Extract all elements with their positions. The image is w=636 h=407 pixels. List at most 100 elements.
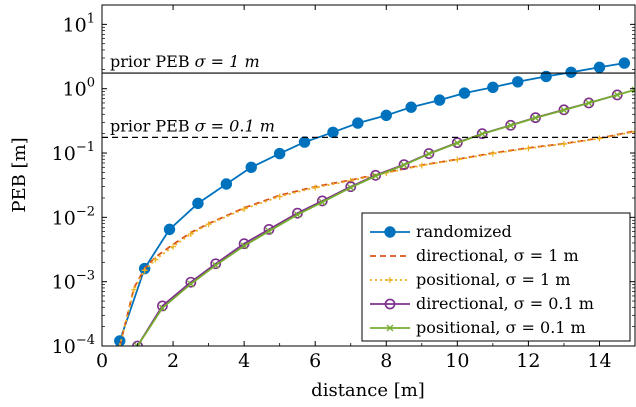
data-point (613, 91, 621, 99)
legend-box (361, 212, 631, 342)
legend-label: directional, σ = 1 m (416, 246, 579, 265)
data-point (152, 256, 159, 263)
data-point (298, 136, 311, 148)
data-point (596, 135, 603, 142)
series-0 (114, 57, 631, 346)
data-point (593, 61, 606, 74)
data-point (345, 181, 357, 193)
data-point (400, 161, 408, 169)
data-point (318, 198, 326, 206)
data-point (370, 169, 382, 181)
series-layer (114, 57, 635, 346)
data-point (433, 94, 446, 106)
data-point (187, 231, 194, 238)
data-point (611, 89, 623, 101)
series-4 (134, 86, 635, 346)
data-point (141, 267, 148, 274)
data-point (558, 104, 570, 116)
data-point (478, 130, 486, 138)
series-2 (116, 128, 635, 346)
prior-peb-annotation: prior PEB σ = 0.1 m (110, 116, 275, 135)
y-axis-title: PEB [m] (9, 137, 30, 212)
data-point (451, 137, 463, 149)
legend-item: positional, σ = 0.1 m (370, 318, 586, 337)
y-tick-label: 10−2 (52, 204, 95, 229)
data-point (453, 139, 461, 147)
data-point (312, 184, 319, 191)
data-point (565, 66, 577, 78)
data-point (293, 211, 301, 219)
data-point (241, 205, 248, 212)
y-tick-label: 10−4 (52, 333, 95, 358)
data-point (487, 81, 499, 94)
data-point (220, 178, 233, 190)
x-tick-label: 10 (445, 350, 469, 372)
data-point (192, 197, 204, 210)
data-point (114, 335, 126, 346)
prior-peb-annotation: prior PEB σ = 1 m (110, 52, 260, 71)
reference-lines: prior PEB σ = 1 m prior PEB σ = 0.1 m (102, 52, 635, 138)
data-point (423, 148, 435, 159)
data-point (212, 261, 220, 269)
data-point (583, 97, 595, 109)
data-point (185, 276, 197, 288)
x-tick-label: 8 (380, 350, 392, 372)
legend-label: directional, σ = 0.1 m (416, 294, 594, 313)
y-tick-label: 10−1 (52, 140, 95, 165)
plot-frame (101, 4, 636, 347)
data-point (205, 221, 212, 228)
data-point (372, 172, 380, 180)
x-tick-label: 6 (309, 350, 321, 372)
legend-label: positional, σ = 1 m (416, 270, 570, 289)
data-point (507, 121, 515, 129)
data-point (347, 184, 355, 192)
data-point (265, 227, 273, 235)
data-point (532, 114, 540, 122)
data-point (163, 223, 176, 236)
data-point (398, 159, 410, 171)
legend-item: randomized (370, 222, 512, 241)
legend-marker (386, 324, 394, 332)
data-point (352, 117, 364, 129)
data-point (454, 156, 461, 163)
legend: randomized directional, σ = 1 m positional… (361, 212, 631, 342)
data-point (505, 119, 517, 131)
y-tick-label: 101 (63, 11, 95, 36)
y-tick-label: 10−3 (52, 269, 95, 294)
data-point (512, 76, 524, 88)
legend-item: directional, σ = 0.1 m (370, 294, 594, 313)
data-point (316, 195, 328, 207)
data-point (116, 343, 123, 346)
legend-label: randomized (416, 222, 512, 241)
data-point (560, 106, 568, 114)
data-point (327, 126, 339, 138)
data-point (405, 101, 417, 113)
series-line (136, 88, 635, 346)
data-point (618, 57, 631, 69)
x-tick-label: 2 (167, 350, 179, 372)
data-point (276, 193, 283, 200)
x-tick-label: 4 (238, 350, 250, 372)
data-point (418, 162, 425, 169)
legend-item: directional, σ = 1 m (370, 246, 579, 265)
legend-marker (384, 298, 396, 310)
x-axis-title: distance [m] (311, 380, 425, 401)
data-point (134, 342, 142, 346)
y-tick-label: 100 (63, 76, 95, 101)
legend-marker (384, 226, 396, 238)
data-point (585, 99, 593, 107)
data-point (540, 70, 552, 83)
data-point (476, 128, 488, 140)
data-point (380, 109, 392, 122)
data-point (170, 243, 177, 250)
data-point (530, 112, 541, 124)
data-point (240, 242, 248, 250)
data-point (425, 150, 433, 158)
data-point (632, 128, 635, 135)
legend-marker (387, 277, 393, 283)
data-point (157, 300, 168, 312)
data-point (210, 258, 222, 270)
data-point (560, 141, 567, 148)
data-point (489, 150, 496, 157)
data-point (130, 286, 137, 293)
